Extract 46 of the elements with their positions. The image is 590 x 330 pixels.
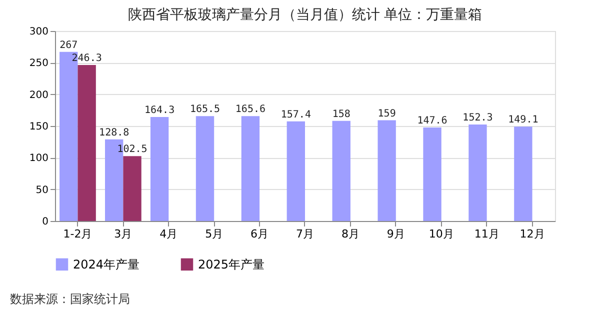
data-label: 164.3 (144, 104, 175, 116)
bar (123, 156, 142, 221)
data-label: 147.6 (417, 116, 448, 127)
y-tick-label: 0 (42, 216, 48, 228)
x-tick-label: 3月 (114, 228, 132, 240)
data-label: 157.4 (280, 109, 311, 120)
y-tick-label: 50 (36, 184, 48, 196)
bar (423, 128, 442, 221)
bar (150, 116, 169, 221)
data-label: 159 (378, 108, 396, 120)
x-tick-label: 4月 (160, 228, 178, 240)
chart-title: 陕西省平板玻璃产量分月（当月值）统计 单位：万重量箱 (128, 7, 482, 23)
data-label: 152.3 (462, 112, 493, 124)
bar (78, 65, 96, 221)
bar (378, 120, 396, 221)
legend-label: 2024年产量 (73, 257, 140, 272)
bar (468, 124, 487, 221)
data-label: 158 (332, 108, 350, 120)
data-label: 128.8 (99, 127, 130, 138)
y-tick-label: 150 (29, 122, 48, 132)
x-tick-label: 7月 (296, 228, 314, 240)
data-label: 246.3 (72, 53, 102, 64)
bar (286, 121, 305, 221)
data-label: 165.5 (190, 104, 220, 116)
y-tick-label: 250 (29, 58, 48, 70)
x-tick-label: 1-2月 (63, 228, 92, 240)
bar (332, 120, 350, 221)
data-label: 102.5 (117, 144, 148, 156)
data-label: 165.6 (235, 104, 266, 116)
bar (514, 126, 532, 221)
y-tick-label: 200 (29, 90, 48, 101)
y-tick-label: 100 (29, 153, 48, 164)
x-tick-label: 5月 (205, 228, 224, 240)
data-label: 267 (60, 40, 78, 51)
x-tick-label: 11月 (474, 228, 500, 240)
x-tick-label: 12月 (520, 228, 545, 240)
bar (241, 116, 260, 221)
bar (196, 116, 214, 221)
y-tick-label: 300 (29, 26, 48, 38)
source-note: 数据来源：国家统计局 (10, 292, 130, 306)
x-tick-label: 9月 (386, 228, 405, 240)
legend-label: 2025年产量 (198, 257, 265, 272)
x-tick-label: 6月 (250, 228, 269, 240)
x-tick-label: 8月 (341, 228, 360, 240)
x-tick-label: 10月 (428, 228, 454, 240)
data-label: 149.1 (508, 114, 538, 126)
